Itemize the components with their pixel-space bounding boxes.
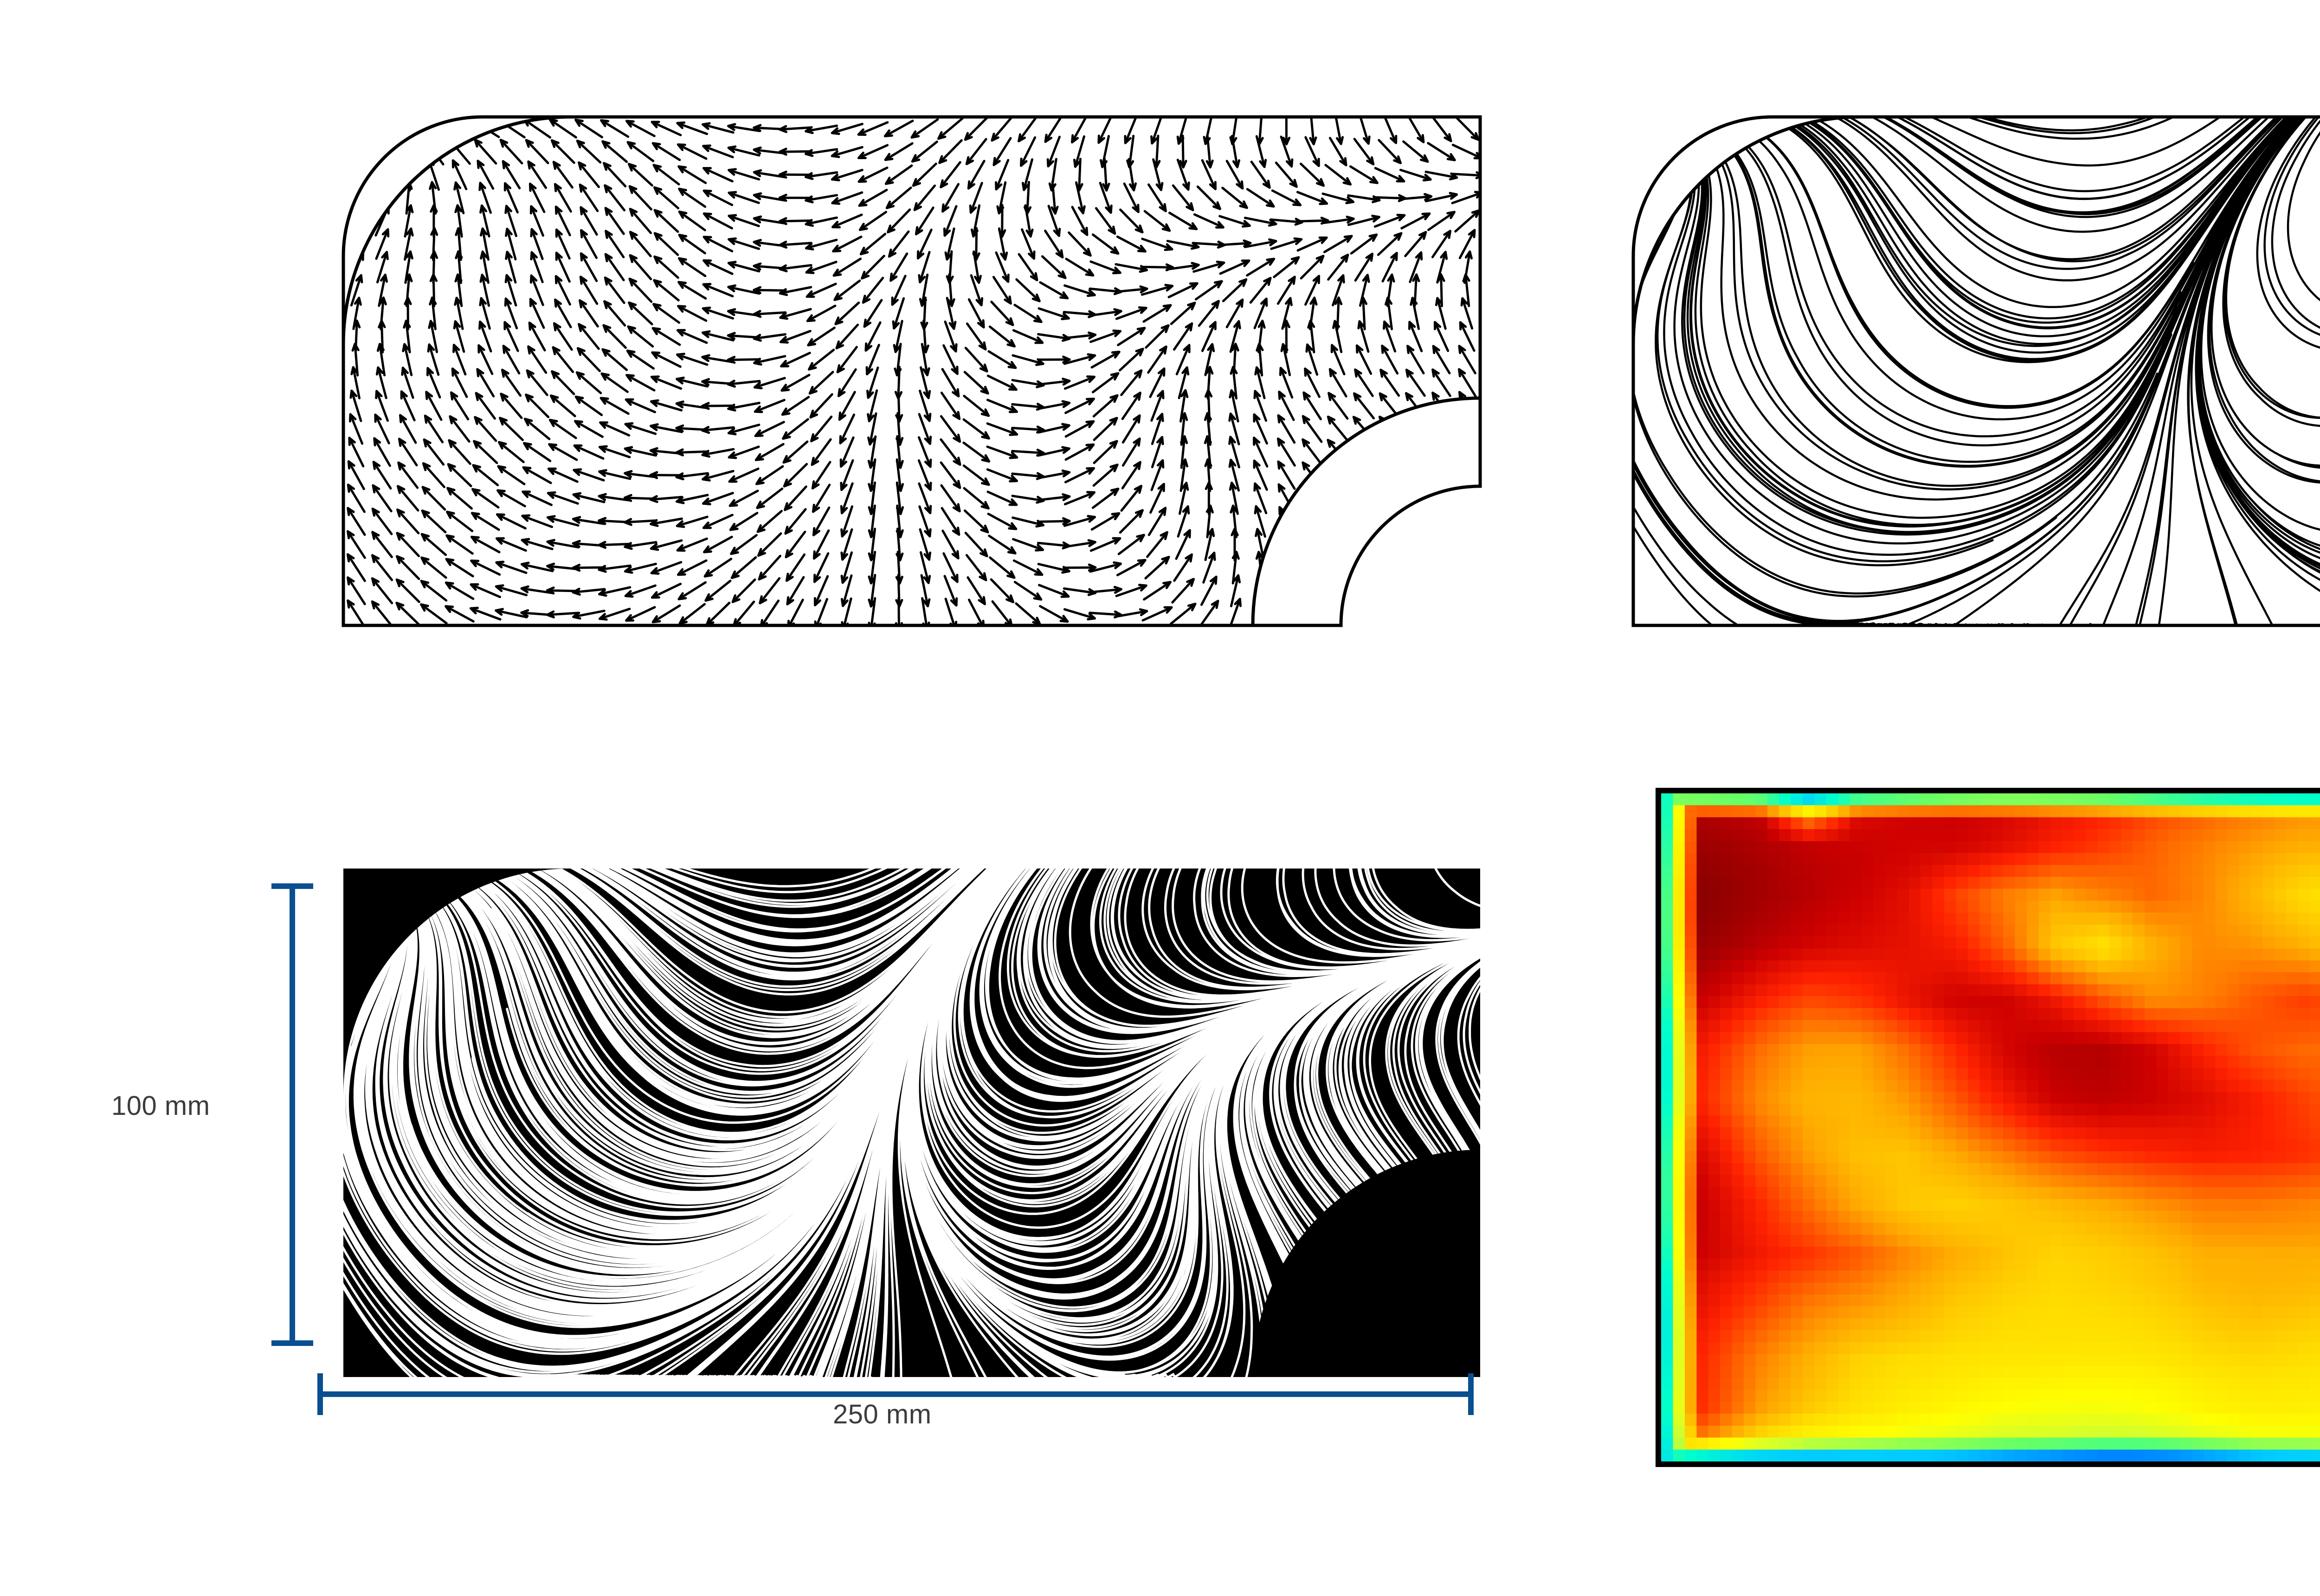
heatmap-border [1656,788,2320,1467]
vector-field-outline-top [342,115,1481,626]
heatmap-cells [1661,793,2320,1462]
dimension-height-label: 100 mm [111,1091,210,1121]
panel-heatmap [1652,784,2320,1471]
streamline-paths [1633,117,2320,625]
panel-streamlines [1568,93,2320,650]
streamline-batch [1633,117,2320,625]
dimension-width-label: 250 mm [833,1399,932,1429]
panel-vector-field [278,93,1531,650]
panel-toolpath [278,844,1531,1401]
